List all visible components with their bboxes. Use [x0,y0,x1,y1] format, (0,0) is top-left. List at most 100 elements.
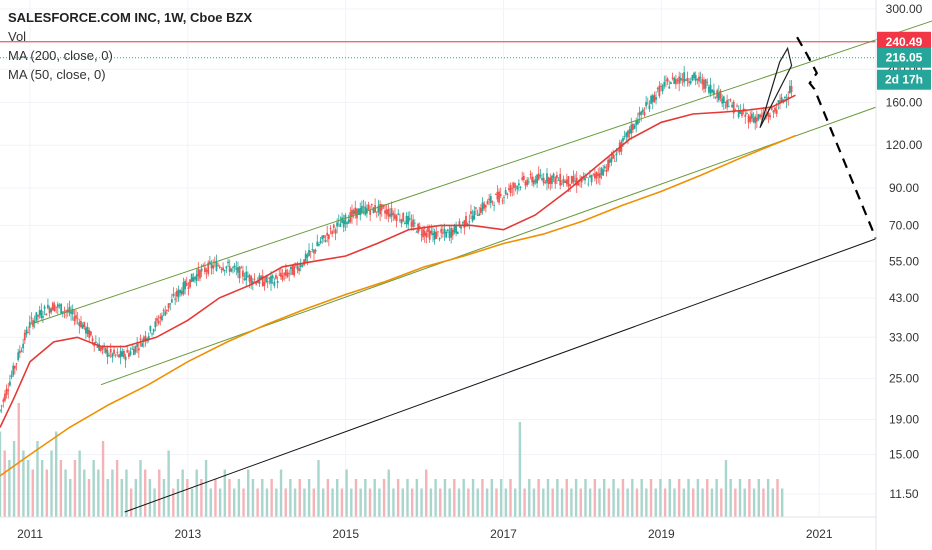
volume-bar [73,460,77,517]
volume-bar [780,488,784,517]
volume-bar [172,488,175,517]
volume-bar [724,460,728,517]
candle-body [413,222,416,224]
candle-body [754,116,757,124]
price-tick-label: 25.00 [889,372,919,386]
candle-body [727,106,730,107]
candle-body [385,209,388,215]
volume-bar [579,488,582,517]
volume-bar [218,488,222,517]
candle-body [625,132,628,137]
candle-body [222,267,224,271]
candle-body [47,304,49,309]
projection-path [796,36,878,240]
ma200-indicator-label[interactable]: MA (200, close, 0) [8,48,113,63]
candle-body [712,90,715,94]
candle-body [104,348,107,353]
volume-bar [560,488,564,517]
volume-bar [462,479,465,517]
candle-body [717,92,720,101]
candle-body [182,282,185,294]
volume-bar [621,479,625,517]
candle-body [392,213,395,215]
volume-bar [275,488,278,517]
time-axis: 2011 2013 2015 2017 2019 2021 [17,527,833,541]
candle-body [569,184,572,187]
candle-body [331,231,334,234]
candle-body [456,231,459,234]
candle-body [379,204,381,215]
candle-body [147,336,150,339]
volume-bar [738,479,742,517]
candle-body [607,159,610,171]
candle-body [701,78,704,85]
candle-body [334,229,337,234]
volume-bar [8,460,11,517]
candle-body [448,231,451,238]
candle-body [278,274,281,276]
candle-body [420,234,423,235]
time-tick-label: 2019 [648,527,675,541]
candle-body [261,275,264,287]
volume-bar [270,479,273,517]
candle-body [161,315,163,321]
candle-body [13,366,16,369]
volume-indicator-label[interactable]: Vol [8,29,27,44]
candle-body [156,318,158,321]
ma50-indicator-label[interactable]: MA (50, close, 0) [8,67,106,82]
candle-body [351,209,353,218]
candle-body [18,350,21,354]
volume-bar [26,460,30,517]
candle-body [721,98,724,104]
candle-body [679,77,682,81]
candle-body [129,351,132,355]
candle-body [243,278,246,280]
candle-body [455,224,457,234]
symbol-title[interactable]: SALESFORCE.COM INC, 1W, Cboe BZX [8,10,253,25]
candle-body [746,113,748,114]
candle-body [154,321,157,328]
candle-body [498,191,500,203]
candle-body [475,207,477,209]
candle-body [162,309,165,311]
candle-body [674,79,677,85]
candle-body [425,232,428,238]
price-badge-label: 216.05 [886,51,923,65]
candle-body [144,335,147,342]
trend-line [100,106,877,386]
volume-bar [523,488,526,517]
candle-body [142,337,145,341]
candle-body [433,231,436,240]
volume-bar [588,488,592,517]
candle-body [554,177,557,184]
candle-body [790,86,793,93]
candle-body [496,191,499,200]
candle-body [359,207,362,216]
candle-body [567,176,570,187]
candle-body [461,222,464,224]
volume-bar [307,479,311,517]
candle-body [678,76,681,84]
candle-body [263,282,266,286]
candle-body [691,75,694,81]
candle-body [435,232,438,239]
candle-body [466,223,469,226]
candle-body [119,350,122,358]
candle-body [369,209,372,215]
candle-body [397,213,400,215]
moving-average-lines [0,94,796,477]
candle-body [56,304,59,308]
candle-body [772,110,775,113]
volume-bar [471,479,475,517]
candle-body [501,200,504,202]
candle-body [197,268,200,277]
candle-body [166,309,168,311]
volume-bar [467,488,470,517]
volume-bar [382,479,386,517]
candle-body [484,205,487,208]
candle-body [200,268,203,272]
candle-body [511,188,514,189]
volume-bar [17,403,20,517]
volume-bar [237,479,241,517]
